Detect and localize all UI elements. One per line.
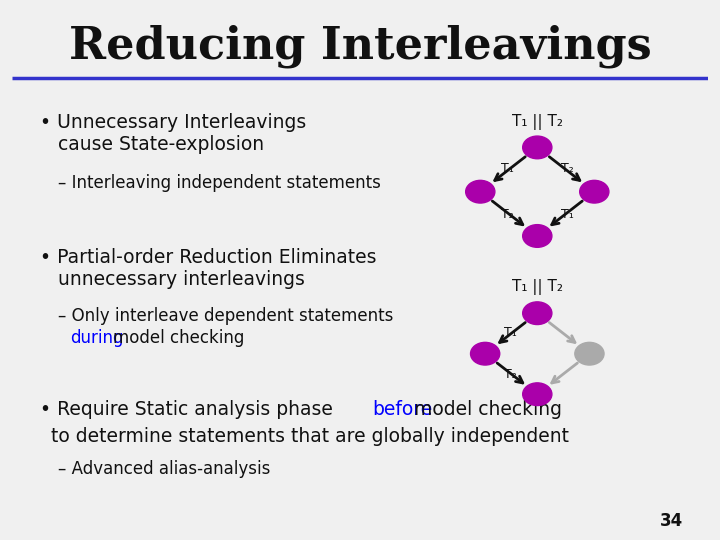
Circle shape	[523, 302, 552, 325]
Text: 34: 34	[660, 512, 683, 530]
Text: model checking: model checking	[414, 400, 562, 419]
Text: T₂: T₂	[501, 208, 514, 221]
Text: • Unnecessary Interleavings
   cause State-explosion: • Unnecessary Interleavings cause State-…	[40, 113, 307, 154]
Text: – Interleaving independent statements: – Interleaving independent statements	[58, 174, 380, 192]
Text: during: during	[70, 329, 124, 347]
Circle shape	[471, 342, 500, 365]
Text: model checking: model checking	[113, 329, 245, 347]
Text: • Partial-order Reduction Eliminates
   unnecessary interleavings: • Partial-order Reduction Eliminates unn…	[40, 248, 377, 289]
Text: T₁: T₁	[561, 208, 573, 221]
Text: T₂: T₂	[504, 368, 516, 381]
Text: before: before	[372, 400, 433, 419]
Circle shape	[523, 136, 552, 159]
Text: T₁ || T₂: T₁ || T₂	[512, 279, 563, 295]
Text: – Advanced alias-analysis: – Advanced alias-analysis	[58, 460, 270, 478]
Circle shape	[580, 180, 609, 203]
Text: to determine statements that are globally independent: to determine statements that are globall…	[50, 427, 569, 446]
Circle shape	[523, 383, 552, 406]
Text: T₁: T₁	[504, 326, 516, 339]
Text: – Only interleave dependent statements: – Only interleave dependent statements	[58, 307, 393, 325]
Circle shape	[575, 342, 604, 365]
Circle shape	[466, 180, 495, 203]
Circle shape	[523, 225, 552, 247]
Text: T₂: T₂	[561, 162, 573, 175]
Text: T₁ || T₂: T₁ || T₂	[512, 113, 563, 130]
Text: • Require Static analysis phase: • Require Static analysis phase	[40, 400, 339, 419]
Text: Reducing Interleavings: Reducing Interleavings	[68, 24, 652, 68]
Text: T₁: T₁	[501, 162, 514, 175]
